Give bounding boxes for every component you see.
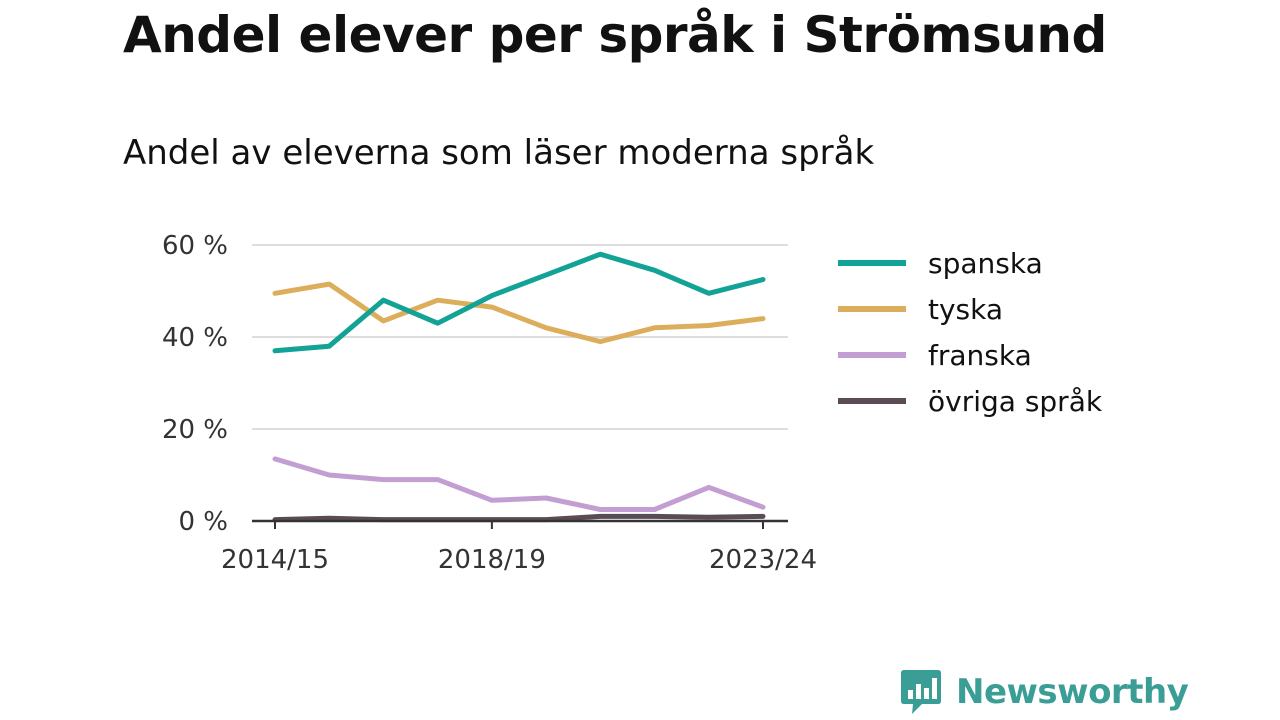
legend-label-franska: franska [928, 339, 1032, 372]
series-line-ovriga [272, 513, 766, 523]
series-line-franska [272, 456, 766, 512]
chart-subtitle: Andel av eleverna som läser moderna språ… [123, 133, 875, 173]
legend-label-tyska: tyska [928, 293, 1003, 326]
x-axis [252, 519, 788, 529]
y-tick-label: 60 % [162, 231, 228, 261]
newsworthy-logo: Newsworthy [900, 668, 1189, 716]
y-tick-label: 0 % [178, 507, 228, 537]
series-lines [272, 251, 766, 523]
series-line-spanska [272, 251, 766, 354]
legend-label-spanska: spanska [928, 247, 1043, 280]
legend: spanska tyska franska övriga språk [838, 247, 1103, 418]
y-axis-labels: 0 % 20 % 40 % 60 % [162, 231, 228, 537]
series-line-tyska [272, 281, 766, 345]
x-axis-labels: 2014/15 2018/19 2023/24 [221, 545, 817, 575]
x-tick-label: 2018/19 [438, 545, 546, 575]
bar-chart-speech-bubble-icon [901, 670, 941, 714]
brand-name: Newsworthy [956, 672, 1189, 712]
y-tick-label: 20 % [162, 415, 228, 445]
gridlines [252, 244, 788, 430]
chart-title: Andel elever per språk i Strömsund [123, 6, 1107, 64]
x-tick-label: 2014/15 [221, 545, 329, 575]
x-tick-label: 2023/24 [709, 545, 817, 575]
legend-label-ovriga: övriga språk [928, 385, 1103, 418]
y-tick-label: 40 % [162, 323, 228, 353]
